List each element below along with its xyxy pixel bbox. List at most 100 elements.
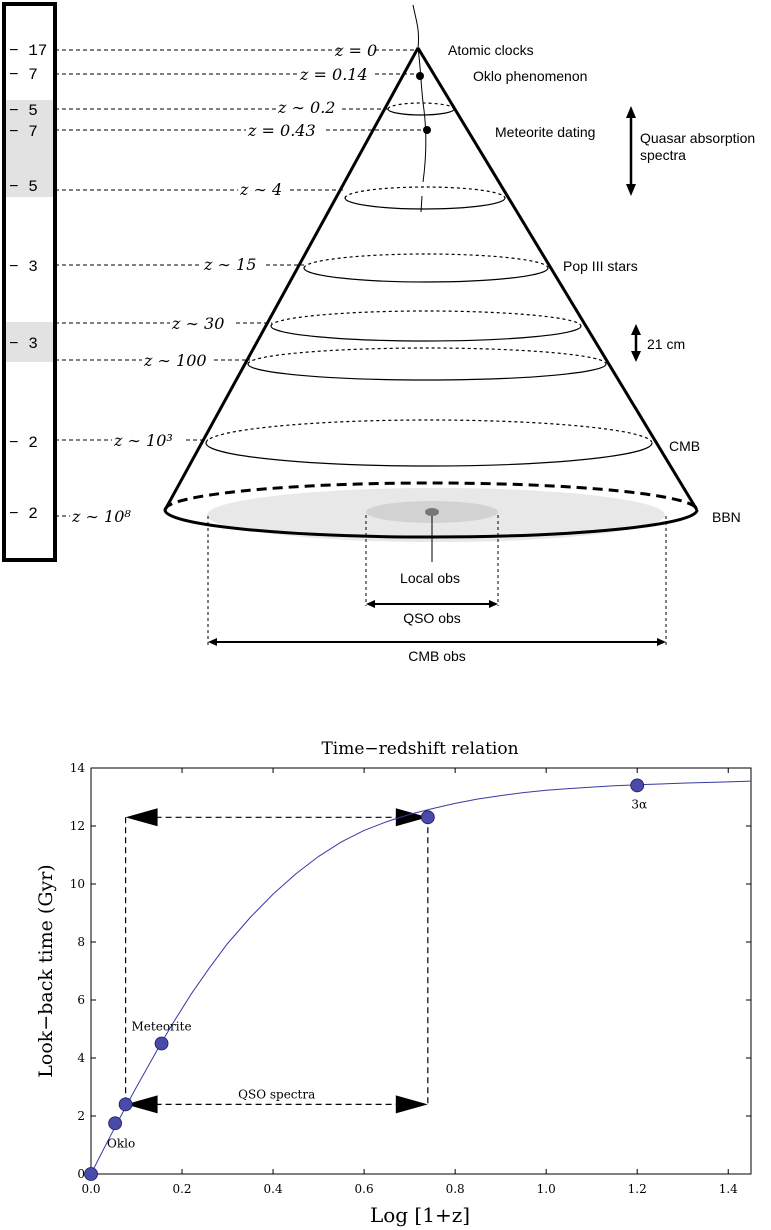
point-label: Oklo	[107, 1136, 135, 1150]
cone-diagram: − 17 − 7 − 5 − 7 − 5 − 3 − 3 − 2 − 2	[2, 2, 755, 664]
x-tick-label: 0.0	[81, 1182, 100, 1196]
redshift-label: z ∼ 30	[171, 314, 224, 333]
slice-z4-back	[344, 186, 506, 199]
worldline	[417, 47, 427, 183]
y-tick-label: 14	[70, 761, 86, 775]
annotation-arrowhead	[125, 1095, 158, 1114]
observation-ranges: Local obs QSO obs CMB obs	[207, 515, 667, 664]
slice-z30-back	[270, 310, 582, 327]
x-tick-label: 1.2	[628, 1182, 647, 1196]
annotation-arrowhead	[125, 808, 158, 827]
local-obs-label: Local obs	[400, 570, 460, 586]
range-arrows	[626, 106, 641, 362]
y-tick-label: 2	[77, 1109, 85, 1123]
cone-left-edge	[163, 47, 420, 511]
worldline-bottom	[420, 195, 423, 213]
y-tick-label: 0	[77, 1167, 85, 1181]
data-point	[118, 1097, 133, 1112]
slice-z15-front	[303, 267, 549, 283]
redshift-label: z ∼ 4	[239, 180, 282, 199]
y-tick-label: 6	[77, 993, 85, 1007]
slice-z1000-front	[205, 442, 653, 467]
redshift-label: z ∼ 15	[203, 255, 256, 274]
cm21-arrow-head-up	[631, 324, 641, 335]
annotation-arrowhead	[395, 1095, 428, 1114]
data-point	[154, 1036, 169, 1051]
oklo-label: Oklo phenomenon	[473, 68, 587, 84]
y-tick-label: 8	[77, 935, 85, 949]
left-scale-values: − 17 − 7 − 5 − 7 − 5 − 3 − 3 − 2 − 2	[9, 42, 47, 523]
qso-obs-arrow-head-left	[366, 600, 375, 608]
redshift-label: z ∼ 10⁸	[71, 507, 131, 526]
probe-labels: Atomic clocks Oklo phenomenon Meteorite …	[448, 42, 755, 525]
point-label: Meteorite	[132, 1020, 192, 1034]
x-tick-label: 0.4	[264, 1182, 283, 1196]
quasar-arrow-head-up	[626, 106, 636, 118]
meteorite-marker	[423, 126, 431, 134]
redshift-label: z = 0	[334, 41, 377, 60]
annotation-arrowhead	[395, 808, 428, 827]
quasar-label-line1: Quasar absorption	[640, 130, 755, 146]
data-point	[84, 1167, 98, 1181]
x-axis-label: Log [1+z]	[370, 1203, 470, 1227]
quasar-label-line2: spectra	[640, 147, 686, 163]
scale-value: − 17	[9, 42, 47, 60]
x-tick-label: 0.2	[172, 1182, 191, 1196]
left-scale-box	[2, 2, 57, 562]
scale-shade-band-2	[5, 322, 54, 362]
y-tick-label: 4	[77, 1051, 85, 1065]
qso-annotation: QSO spectra	[124, 808, 429, 1114]
x-tick-label: 1.4	[719, 1182, 738, 1196]
data-point	[630, 778, 645, 793]
oklo-marker	[416, 72, 424, 80]
y-tick-label: 10	[70, 877, 85, 891]
data-point	[108, 1116, 123, 1131]
x-axis: 0.0 0.2 0.4 0.6 0.8 1.0 1.2 1.4	[81, 768, 738, 1196]
chart-title: Time−redshift relation	[321, 739, 518, 759]
time-redshift-chart: Time−redshift relation 0.0 0.2 0.4 0.6 0.8 1.…	[35, 739, 752, 1227]
atomic-clocks-label: Atomic clocks	[448, 42, 534, 58]
x-tick-label: 0.8	[446, 1182, 465, 1196]
redshift-label: z ∼ 10³	[113, 431, 173, 450]
cmb-obs-arrow-head-left	[208, 638, 217, 646]
scale-value: − 2	[9, 505, 38, 523]
pop3-label: Pop III stars	[563, 258, 638, 274]
cone-base-back	[163, 481, 699, 511]
meteorite-label: Meteorite dating	[495, 124, 595, 140]
y-axis-label: Look−back time (Gyr)	[35, 864, 57, 1077]
scale-shade-band-1	[5, 100, 54, 197]
x-tick-label: 0.6	[355, 1182, 374, 1196]
slice-z4-front	[344, 197, 506, 210]
point-label: 3α	[631, 797, 647, 811]
cone-slices	[205, 102, 653, 467]
series-line	[90, 780, 752, 1175]
quasar-arrow-head-down	[626, 184, 636, 196]
scale-value: − 7	[9, 123, 38, 141]
slice-z02-front	[387, 108, 455, 116]
redshift-label: z ∼ 0.2	[277, 98, 335, 117]
points-layer: Oklo Meteorite 3α	[84, 778, 647, 1181]
redshift-label: z ∼ 100	[143, 351, 207, 370]
cmb-obs-arrow-head-right	[657, 638, 666, 646]
guide-lines	[55, 49, 426, 517]
scale-value: − 5	[9, 178, 38, 196]
data-point	[420, 810, 435, 825]
slice-z15-back	[303, 253, 549, 269]
redshift-label: z = 0.14	[299, 65, 368, 84]
cm21-arrow-head-down	[631, 351, 641, 362]
cone-right-edge	[416, 47, 699, 511]
scale-value: − 3	[9, 258, 38, 276]
scale-value: − 5	[9, 102, 38, 120]
scale-value: − 3	[9, 335, 38, 353]
cmb-obs-label: CMB obs	[408, 648, 466, 664]
cone	[163, 4, 699, 542]
slice-z30-front	[270, 325, 582, 342]
qso-obs-label: QSO obs	[403, 610, 461, 626]
scale-value: − 2	[9, 434, 38, 452]
worldline-top	[412, 4, 419, 49]
redshift-label: z = 0.43	[247, 121, 316, 140]
slice-z1000-back	[205, 419, 653, 444]
y-axis: 0 2 4 6 8 10 12 14	[70, 761, 751, 1181]
series-layer	[90, 780, 752, 1175]
